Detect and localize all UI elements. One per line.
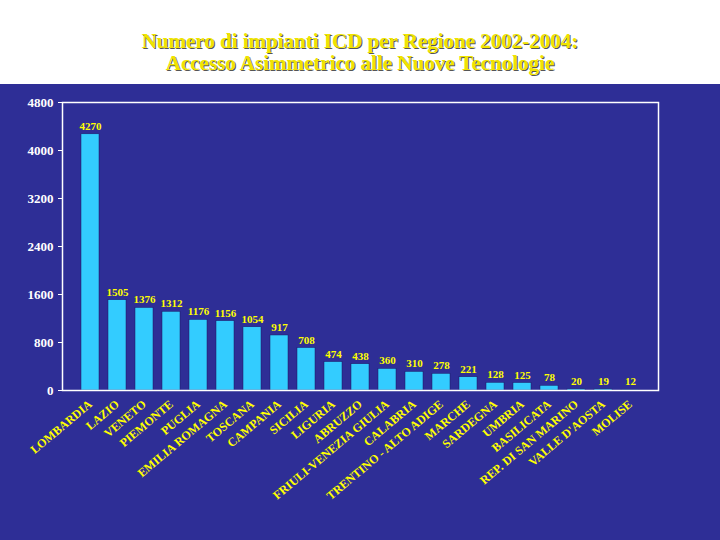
svg-text:TOSCANA: TOSCANA [203,397,257,446]
svg-text:3200: 3200 [28,191,54,206]
svg-text:19: 19 [598,375,610,387]
svg-text:ABRUZZO: ABRUZZO [310,397,365,446]
svg-text:125: 125 [514,369,531,381]
svg-text:128: 128 [487,368,504,380]
svg-text:4800: 4800 [28,95,54,110]
svg-text:CAMPANIA: CAMPANIA [224,397,284,451]
svg-text:1156: 1156 [215,307,237,319]
svg-text:4270: 4270 [80,120,103,132]
svg-text:LOMBARDIA: LOMBARDIA [28,397,95,457]
svg-text:360: 360 [379,354,396,366]
svg-text:SICILIA: SICILIA [266,397,311,438]
svg-text:221: 221 [460,363,477,375]
svg-text:LIGURIA: LIGURIA [288,397,338,442]
svg-text:12: 12 [625,375,637,387]
svg-text:TRENTINO - ALTO ADIGE: TRENTINO - ALTO ADIGE [324,397,446,503]
svg-text:0: 0 [47,383,54,398]
svg-text:917: 917 [271,321,288,333]
svg-text:800: 800 [34,335,54,350]
svg-text:1376: 1376 [134,293,157,305]
svg-text:310: 310 [406,357,423,369]
svg-text:474: 474 [325,348,342,360]
svg-text:1505: 1505 [107,286,130,298]
html-text:Accesso Asimmetrico alle Nuove: Accesso Asimmetrico alle Nuove Tecnologi… [165,51,555,75]
svg-text:CALABRIA: CALABRIA [360,397,419,449]
svg-text:4000: 4000 [28,143,54,158]
svg-text:708: 708 [298,334,315,346]
svg-text:MOLISE: MOLISE [589,397,635,439]
svg-text:LAZIO: LAZIO [83,397,122,433]
html-text:Numero di impianti ICD per Reg: Numero di impianti ICD per Regione 2002-… [141,29,579,53]
svg-text:78: 78 [544,371,556,383]
svg-text:PUGLIA: PUGLIA [158,397,203,438]
svg-text:1600: 1600 [28,287,54,302]
svg-text:SARDEGNA: SARDEGNA [439,397,500,452]
svg-text:1176: 1176 [188,305,210,317]
svg-text:FRIULI-VENEZIA GIULIA: FRIULI-VENEZIA GIULIA [270,397,392,503]
svg-text:2400: 2400 [28,239,54,254]
svg-text:VENETO: VENETO [101,397,149,441]
svg-text:BASILICATA: BASILICATA [489,397,554,455]
svg-text:REP. DI SAN MARINO: REP. DI SAN MARINO [477,397,581,488]
svg-text:278: 278 [433,359,450,371]
svg-text:MARCHE: MARCHE [422,397,473,443]
svg-text:PIEMONTE: PIEMONTE [116,397,176,450]
svg-text:UMBRIA: UMBRIA [479,397,527,440]
svg-text:EMILIA ROMAGNA: EMILIA ROMAGNA [134,397,230,480]
svg-text:438: 438 [352,350,369,362]
svg-text:20: 20 [571,375,583,387]
svg-text:VALLE D'AOSTA: VALLE D'AOSTA [525,397,608,469]
svg-text:1312: 1312 [161,297,184,309]
svg-text:1054: 1054 [242,313,265,325]
